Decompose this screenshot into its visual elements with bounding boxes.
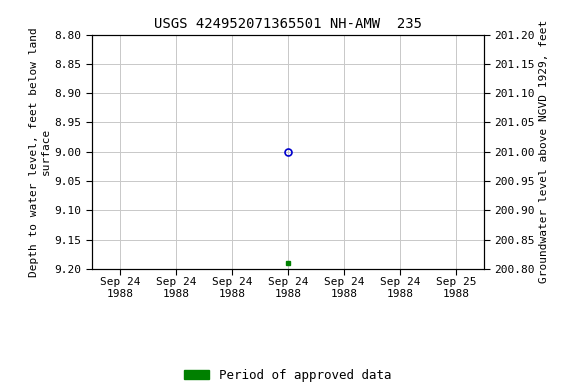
Legend: Period of approved data: Period of approved data (179, 364, 397, 384)
Y-axis label: Depth to water level, feet below land
surface: Depth to water level, feet below land su… (29, 27, 51, 276)
Title: USGS 424952071365501 NH-AMW  235: USGS 424952071365501 NH-AMW 235 (154, 17, 422, 31)
Y-axis label: Groundwater level above NGVD 1929, feet: Groundwater level above NGVD 1929, feet (539, 20, 549, 283)
